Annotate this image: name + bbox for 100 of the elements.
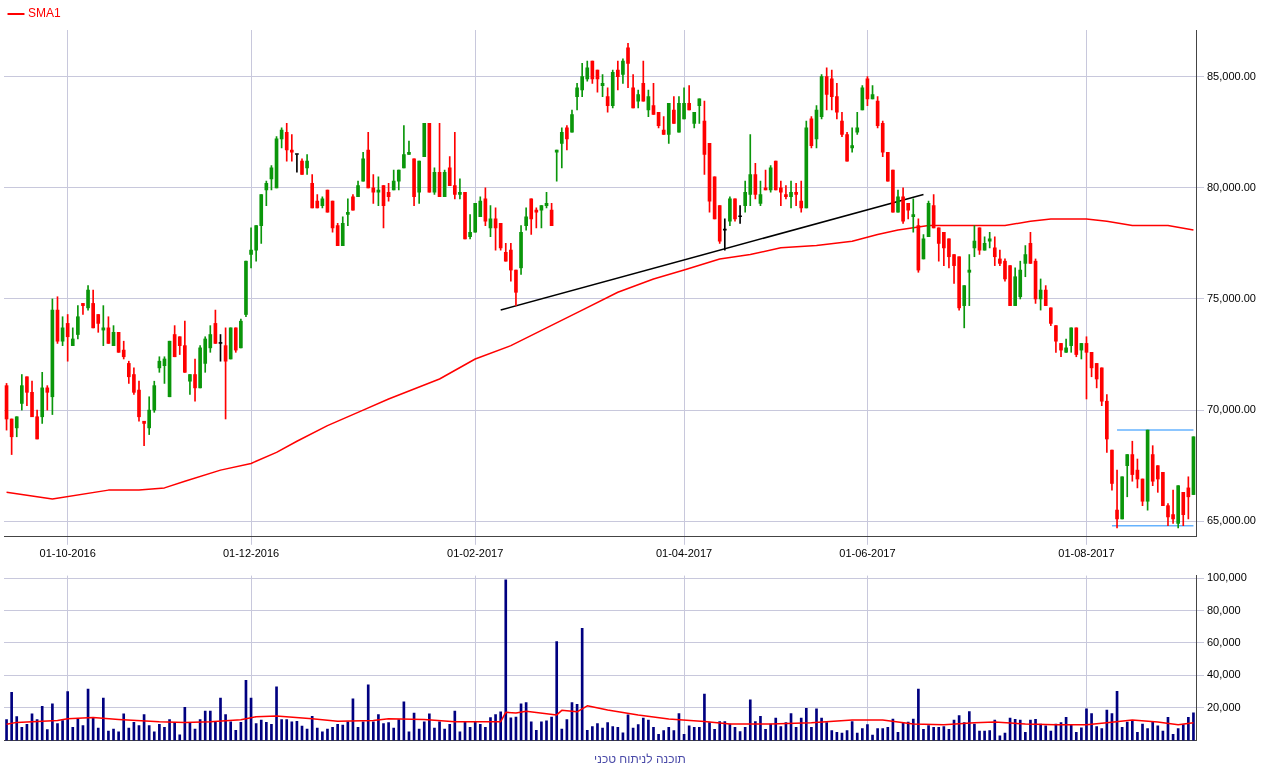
bar — [224, 714, 227, 741]
bar — [698, 727, 701, 741]
bar — [504, 579, 508, 741]
bar — [713, 729, 716, 741]
bar — [453, 710, 457, 741]
bar — [1192, 712, 1195, 741]
bar — [265, 722, 268, 741]
bar — [616, 726, 620, 741]
bar — [377, 714, 380, 741]
x-tick-label: 01-04-2017 — [655, 547, 713, 560]
bar — [591, 726, 594, 741]
candlestick — [142, 420, 146, 446]
bar — [708, 722, 711, 741]
bar — [61, 720, 64, 741]
candlestick — [81, 303, 85, 315]
bar — [1074, 731, 1078, 741]
bar — [56, 723, 59, 741]
bar — [259, 719, 263, 741]
bar — [208, 710, 212, 741]
bar — [45, 729, 49, 741]
bar — [275, 686, 278, 741]
bar — [815, 708, 818, 741]
y-tick-label: 65,000.00 — [1207, 514, 1256, 527]
bar — [830, 730, 834, 741]
bar — [703, 693, 706, 741]
bar — [917, 688, 920, 741]
bar — [331, 726, 334, 741]
candlestick — [616, 60, 620, 91]
bar — [321, 731, 324, 741]
candlestick — [738, 205, 742, 224]
bar — [341, 724, 345, 741]
bar — [438, 721, 441, 741]
y-tick-label: 80,000.00 — [1207, 180, 1256, 193]
bar — [290, 721, 294, 741]
bar — [71, 726, 75, 741]
bar — [871, 734, 874, 741]
bar — [1187, 717, 1190, 741]
bar — [723, 721, 727, 741]
bar — [107, 730, 110, 741]
bar — [310, 716, 314, 741]
bar — [168, 719, 171, 741]
bar — [667, 727, 671, 741]
bar — [764, 729, 767, 741]
candlestick — [784, 185, 788, 200]
y-tick-label: 70,000.00 — [1207, 403, 1256, 416]
bar — [66, 691, 70, 741]
bar — [397, 719, 401, 741]
x-tick-label: 01-08-2017 — [1058, 547, 1115, 560]
candlestick — [554, 149, 559, 182]
bar — [1034, 718, 1037, 741]
bar — [285, 719, 289, 741]
bar — [229, 721, 233, 741]
candlestick — [794, 183, 798, 206]
bar — [1181, 724, 1185, 741]
candlestick — [911, 198, 916, 233]
bar — [20, 726, 24, 741]
bar — [178, 734, 182, 741]
bar — [855, 732, 859, 741]
bar — [1069, 724, 1073, 741]
x-tick-label: 01-06-2017 — [839, 547, 896, 560]
bar — [382, 723, 385, 741]
candlestick — [661, 116, 666, 135]
bar — [326, 728, 329, 741]
bar — [489, 717, 492, 741]
bar — [886, 727, 890, 741]
bar — [611, 726, 615, 741]
bar — [127, 727, 131, 741]
bar — [560, 728, 564, 741]
bar — [585, 730, 589, 741]
bar — [861, 728, 864, 741]
bar — [799, 717, 803, 741]
y-tick-label: 85,000.00 — [1207, 69, 1256, 82]
bar — [657, 733, 660, 741]
bar — [662, 730, 666, 741]
bar — [550, 716, 553, 741]
bar — [122, 713, 126, 741]
bar — [1039, 723, 1042, 741]
bar — [967, 711, 971, 741]
bar — [387, 722, 390, 741]
bar — [1125, 721, 1129, 741]
bar — [336, 724, 339, 741]
bar — [494, 714, 497, 741]
candlestick — [967, 254, 972, 306]
bar — [1085, 708, 1088, 741]
candlestick — [799, 180, 804, 213]
y-tick-label: 75,000.00 — [1207, 291, 1256, 304]
bar — [1024, 731, 1027, 741]
bar — [529, 721, 533, 741]
bar — [922, 729, 925, 741]
bar — [366, 684, 370, 741]
legend-label: SMA1 — [28, 6, 61, 21]
y-tick-label: 20,000 — [1207, 700, 1241, 713]
bar — [1090, 713, 1093, 741]
bar — [993, 719, 997, 741]
y-tick-label: 40,000 — [1207, 668, 1241, 681]
bar — [927, 725, 930, 741]
x-tick-label: 01-12-2016 — [222, 547, 280, 560]
bar — [234, 730, 238, 741]
bar — [173, 722, 176, 741]
bar — [433, 727, 436, 741]
